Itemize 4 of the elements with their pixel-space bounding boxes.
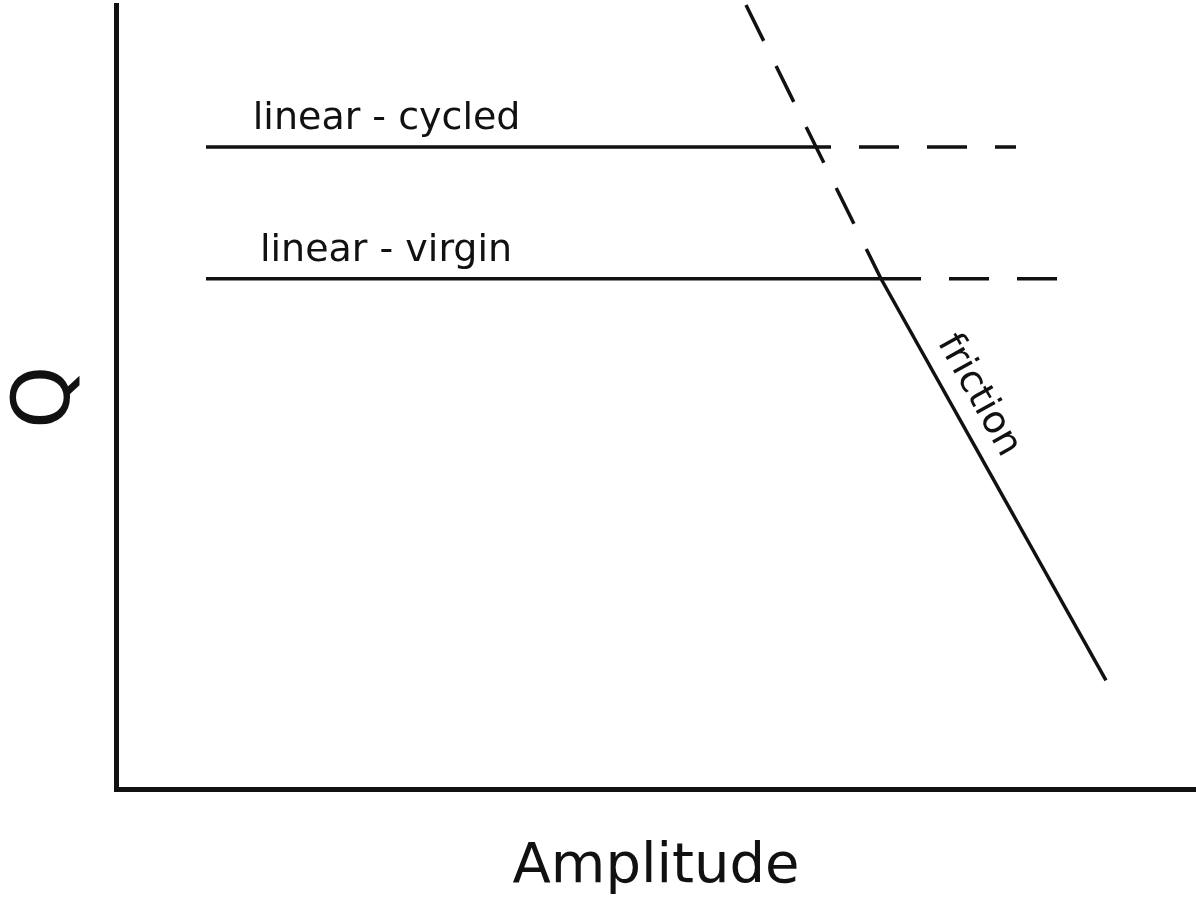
y-axis-title: Q [0,365,88,429]
x-axis-title: Amplitude [512,829,800,895]
series-label: linear - cycled [252,93,521,138]
series-label: linear - virgin [260,225,513,270]
